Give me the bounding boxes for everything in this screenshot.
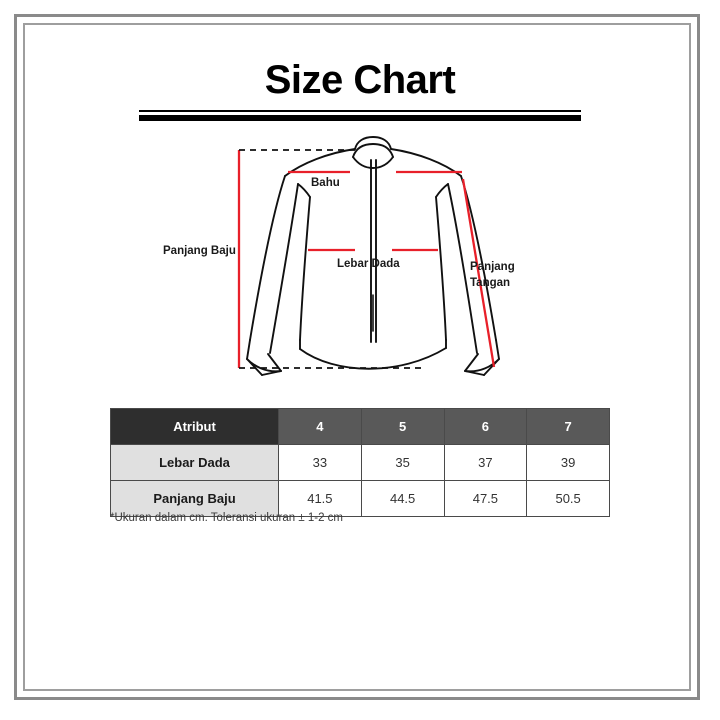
decorative-inner-frame bbox=[23, 23, 691, 691]
cell-lebar-dada-size-7: 39 bbox=[526, 444, 610, 481]
row-label-lebar-dada: Lebar Dada bbox=[110, 444, 279, 481]
table-header-size-6: 6 bbox=[443, 408, 528, 445]
table-row: Panjang Baju 41.5 44.5 47.5 50.5 bbox=[110, 480, 610, 517]
decorative-outer-frame bbox=[14, 14, 700, 700]
cell-lebar-dada-size-5: 35 bbox=[360, 444, 445, 481]
cell-panjang-baju-size-7: 50.5 bbox=[526, 480, 610, 517]
table-header-row: Atribut 4 5 6 7 bbox=[110, 408, 610, 445]
table-header-size-5: 5 bbox=[360, 408, 445, 445]
divider-gap bbox=[139, 112, 581, 115]
cell-panjang-baju-size-6: 47.5 bbox=[443, 480, 528, 517]
row-label-panjang-baju: Panjang Baju bbox=[110, 480, 279, 517]
divider-thin-rule bbox=[139, 110, 581, 112]
page-title: Size Chart bbox=[264, 58, 456, 102]
shirt-diagram bbox=[150, 135, 570, 400]
table-header-size-7: 7 bbox=[526, 408, 610, 445]
cell-panjang-baju-size-5: 44.5 bbox=[360, 480, 445, 517]
size-table-body: Lebar Dada 33 35 37 39 Panjang Baju 41.5… bbox=[110, 444, 610, 517]
diagram-label-panjang-tangan: Panjang Tangan bbox=[470, 259, 515, 291]
measurement-footnote: *Ukuran dalam cm. Toleransi ukuran ± 1-2… bbox=[110, 512, 343, 524]
size-table-head: Atribut 4 5 6 7 bbox=[110, 408, 610, 445]
table-header-atribut: Atribut bbox=[110, 408, 279, 445]
table-row: Lebar Dada 33 35 37 39 bbox=[110, 444, 610, 481]
cell-lebar-dada-size-4: 33 bbox=[278, 444, 362, 481]
divider-thick-rule bbox=[139, 115, 581, 121]
table-header-size-4: 4 bbox=[278, 408, 362, 445]
panjang-tangan-line-2: Tangan bbox=[470, 277, 511, 289]
diagram-label-lebar-dada: Lebar Dada bbox=[337, 258, 400, 270]
diagram-label-bahu: Bahu bbox=[311, 177, 340, 189]
size-table-wrapper: Atribut 4 5 6 7 Lebar Dada 33 35 37 39 P… bbox=[110, 408, 610, 517]
cell-panjang-baju-size-4: 41.5 bbox=[278, 480, 362, 517]
cell-lebar-dada-size-6: 37 bbox=[443, 444, 528, 481]
diagram-label-panjang-baju: Panjang Baju bbox=[163, 245, 236, 257]
title-divider bbox=[139, 110, 581, 121]
panjang-tangan-line-1: Panjang bbox=[470, 261, 515, 273]
size-table: Atribut 4 5 6 7 Lebar Dada 33 35 37 39 P… bbox=[110, 408, 610, 517]
